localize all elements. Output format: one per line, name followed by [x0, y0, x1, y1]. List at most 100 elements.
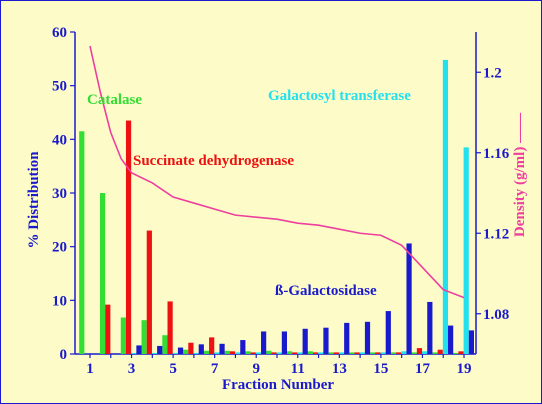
bar-catalase-fraction-10 — [266, 350, 272, 354]
bar-galactosyl-transferase-fraction-10 — [276, 352, 282, 354]
bar-succinate-dehydrogenase-fraction-19 — [458, 351, 464, 354]
bar-galactosidase-fraction-16 — [406, 243, 412, 354]
bar-catalase-fraction-14 — [349, 352, 355, 354]
density-line — [89, 45, 465, 299]
y-left-tick-label-10: 10 — [52, 293, 67, 309]
bar-succinate-dehydrogenase-fraction-18 — [437, 349, 443, 354]
bar-galactosidase-fraction-15 — [385, 311, 391, 354]
y-left-tick-label-50: 50 — [52, 79, 67, 95]
x-tick-label-13: 13 — [332, 361, 347, 377]
bar-succinate-dehydrogenase-fraction-2 — [105, 304, 111, 354]
bar-galactosyl-transferase-fraction-14 — [359, 352, 365, 354]
bar-succinate-dehydrogenase-fraction-9 — [250, 352, 256, 354]
bar-galactosidase-fraction-3 — [136, 345, 142, 354]
y-right-tick-label-1.2: 1.2 — [483, 65, 502, 81]
bar-catalase-fraction-2 — [99, 193, 106, 354]
bar-succinate-dehydrogenase-fraction-5 — [167, 301, 173, 354]
bar-galactosidase-fraction-13 — [344, 322, 350, 354]
y-right-axis-title: Density (g/ml) —— — [512, 112, 528, 237]
annotation-succinate-dehydrogenase: Succinate dehydrogenase — [133, 153, 294, 169]
bar-galactosyl-transferase-fraction-6 — [193, 352, 199, 354]
bar-catalase-fraction-15 — [370, 352, 376, 354]
y-right-tick-label-1.16: 1.16 — [483, 146, 510, 162]
bar-galactosidase-fraction-11 — [302, 328, 308, 354]
bar-galactosyl-transferase-fraction-3 — [131, 352, 137, 354]
x-axis-title: Fraction Number — [222, 377, 334, 393]
bar-galactosyl-transferase-fraction-19 — [463, 147, 469, 354]
bar-catalase-fraction-18 — [432, 352, 438, 354]
bar-galactosidase-fraction-6 — [198, 344, 204, 354]
bar-galactosyl-transferase-fraction-9 — [255, 352, 262, 354]
x-tick-label-3: 3 — [128, 361, 136, 377]
bar-catalase-fraction-16 — [390, 352, 397, 354]
x-tick-label-5: 5 — [169, 361, 177, 377]
bar-succinate-dehydrogenase-fraction-11 — [292, 352, 298, 354]
bar-catalase-fraction-6 — [183, 349, 189, 354]
bar-catalase-fraction-5 — [162, 335, 168, 354]
bar-galactosyl-transferase-fraction-12 — [318, 352, 324, 354]
bar-catalase-fraction-3 — [120, 317, 126, 354]
y-left-tick-label-30: 30 — [52, 186, 67, 202]
bar-galactosyl-transferase-fraction-17 — [422, 351, 428, 354]
bar-catalase-fraction-17 — [411, 352, 417, 354]
bar-succinate-dehydrogenase-fraction-4 — [146, 230, 152, 354]
bar-succinate-dehydrogenase-fraction-3 — [125, 120, 132, 354]
bar-galactosyl-transferase-fraction-18 — [442, 59, 449, 354]
bar-succinate-dehydrogenase-fraction-16 — [396, 352, 402, 354]
bar-catalase-fraction-13 — [328, 352, 334, 354]
y-left-tick-label-40: 40 — [52, 132, 67, 148]
bar-succinate-dehydrogenase-fraction-12 — [312, 352, 319, 354]
bar-succinate-dehydrogenase-fraction-15 — [375, 352, 381, 354]
bar-catalase-fraction-12 — [307, 351, 313, 354]
bar-galactosyl-transferase-fraction-11 — [297, 352, 303, 354]
bar-galactosidase-fraction-8 — [240, 340, 246, 354]
annotation-beta-galactosidase: ß-Galactosidase — [275, 283, 377, 299]
bar-catalase-fraction-9 — [245, 351, 251, 354]
bar-succinate-dehydrogenase-fraction-14 — [354, 352, 360, 354]
annotation-galactosyl-transferase: Galactosyl transferase — [268, 88, 411, 104]
bar-galactosyl-transferase-fraction-8 — [235, 352, 241, 354]
bar-succinate-dehydrogenase-fraction-7 — [209, 337, 215, 354]
y-right-tick-label-1.12: 1.12 — [483, 226, 509, 242]
y-right-tick-label-1.08: 1.08 — [483, 307, 509, 323]
x-tick-label-7: 7 — [211, 361, 219, 377]
x-tick-label-11: 11 — [291, 361, 305, 377]
x-tick-label-15: 15 — [373, 361, 388, 377]
bar-catalase-fraction-11 — [286, 351, 293, 354]
bar-galactosidase-fraction-12 — [323, 327, 329, 354]
y-left-tick-label-0: 0 — [60, 347, 68, 363]
bar-galactosidase-fraction-18 — [448, 325, 454, 354]
bars-group — [79, 59, 474, 354]
bar-galactosyl-transferase-fraction-13 — [338, 352, 345, 354]
bar-galactosidase-fraction-14 — [364, 321, 371, 354]
bar-catalase-fraction-8 — [224, 350, 230, 354]
y-left-tick-label-20: 20 — [52, 240, 67, 256]
bar-galactosidase-fraction-17 — [427, 301, 433, 354]
bar-catalase-fraction-7 — [203, 350, 210, 354]
bar-galactosyl-transferase-fraction-15 — [380, 352, 386, 354]
bar-galactosyl-transferase-fraction-5 — [172, 352, 178, 354]
annotation-catalase: Catalase — [87, 92, 142, 108]
bar-galactosyl-transferase-fraction-7 — [214, 352, 220, 354]
bar-galactosidase-fraction-10 — [281, 331, 287, 354]
x-tick-label-9: 9 — [252, 361, 260, 377]
bar-catalase-fraction-4 — [141, 320, 147, 354]
x-tick-label-17: 17 — [415, 361, 431, 377]
x-tick-label-19: 19 — [457, 361, 472, 377]
bar-galactosyl-transferase-fraction-16 — [401, 351, 407, 354]
y-left-axis-title: % Distribution — [26, 151, 42, 249]
bar-galactosidase-fraction-5 — [177, 347, 184, 354]
bar-succinate-dehydrogenase-fraction-10 — [271, 352, 277, 354]
y-left-tick-label-60: 60 — [52, 25, 67, 41]
bar-succinate-dehydrogenase-fraction-8 — [229, 351, 236, 354]
bar-succinate-dehydrogenase-fraction-13 — [333, 352, 339, 354]
bar-catalase-fraction-19 — [453, 352, 459, 354]
x-tick-label-1: 1 — [86, 361, 94, 377]
bar-galactosyl-transferase-fraction-4 — [151, 352, 158, 354]
bar-succinate-dehydrogenase-fraction-6 — [188, 342, 194, 354]
bar-galactosidase-fraction-19 — [468, 330, 474, 354]
bar-catalase-fraction-1 — [79, 131, 85, 354]
